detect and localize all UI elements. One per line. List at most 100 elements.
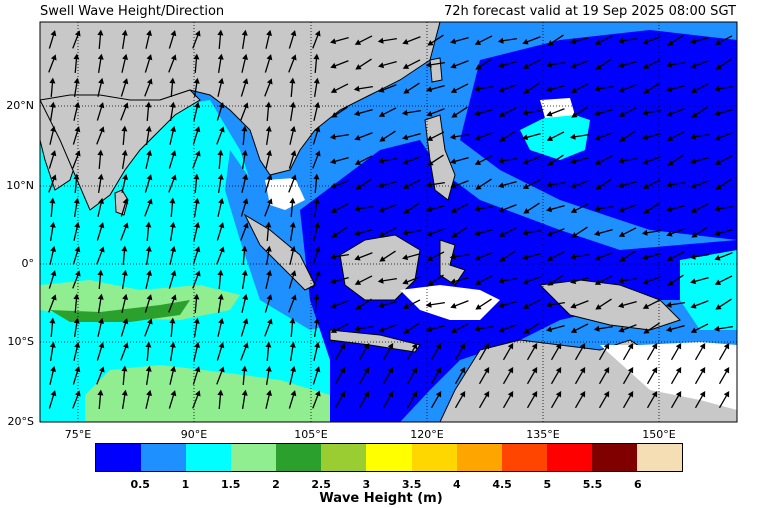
swell-arrow-head: [617, 182, 625, 189]
colorbar-tick-label: 0.5: [130, 478, 150, 491]
swell-arrow-head: [193, 317, 200, 324]
swell-arrow-head: [690, 302, 697, 309]
swell-arrow-head: [242, 293, 249, 300]
swell-arrow-head: [50, 174, 57, 181]
swell-arrow-head: [194, 150, 201, 157]
swell-arrow-head: [569, 278, 577, 285]
swell-arrow-head: [354, 279, 362, 285]
swell-arrow-head: [194, 270, 201, 277]
swell-arrow-head: [473, 325, 480, 332]
swell-arrow-head: [97, 293, 104, 300]
swell-arrow-head: [242, 198, 249, 205]
swell-arrow-head: [426, 110, 433, 117]
swell-arrow-head: [690, 207, 698, 213]
swell-arrow-head: [330, 302, 337, 309]
swell-arrow-head: [689, 38, 697, 45]
swell-arrow-head: [498, 86, 505, 93]
swell-arrow-head: [378, 206, 385, 213]
swell-arrow-head: [450, 327, 458, 333]
swell-arrow-head: [546, 230, 553, 237]
swell-arrow-head: [266, 29, 273, 36]
swell-arrow-head: [355, 64, 362, 70]
swell-arrow-head: [401, 109, 408, 116]
swell-arrow-head: [314, 150, 321, 157]
swell-arrow-head: [193, 173, 200, 180]
swell-arrow-head: [354, 254, 361, 261]
swell-arrow-head: [665, 86, 673, 93]
swell-arrow-head: [377, 302, 385, 309]
swell-arrow-head: [618, 231, 626, 237]
swell-arrow-head: [594, 279, 602, 285]
swell-arrow-head: [642, 38, 649, 45]
map-title: Swell Wave Height/Direction: [40, 4, 225, 19]
swell-arrow-head: [218, 342, 225, 349]
swell-arrow-head: [73, 173, 80, 180]
swell-arrow-head: [627, 367, 634, 374]
swell-arrow-head: [475, 304, 482, 310]
swell-arrow-head: [402, 158, 409, 165]
lon-label-135e: 135°E: [526, 428, 560, 441]
swell-arrow-head: [498, 326, 505, 333]
swell-arrow-head: [402, 278, 409, 285]
swell-arrow-head: [555, 343, 562, 350]
swell-arrow-head: [594, 159, 602, 165]
swell-arrow-head: [667, 280, 674, 286]
swell-arrow-head: [313, 53, 320, 60]
swell-arrow-head: [713, 205, 720, 212]
swell-arrow-head: [218, 197, 225, 204]
swell-arrow-head: [497, 302, 505, 309]
swell-arrow-head: [329, 278, 337, 285]
swell-arrow-head: [547, 40, 554, 46]
swell-arrow-head: [427, 40, 434, 46]
swell-arrow-head: [50, 54, 57, 61]
swell-arrow-head: [555, 391, 562, 398]
swell-arrow-head: [546, 110, 553, 117]
java: [329, 329, 421, 353]
swell-arrow-head: [449, 253, 456, 260]
swell-arrow-head: [474, 134, 481, 141]
swell-arrow-head: [450, 87, 458, 93]
swell-arrow-head: [242, 342, 249, 349]
colorbar: [95, 443, 683, 472]
swell-arrow-head: [690, 327, 698, 333]
swell-arrow-head: [714, 134, 721, 141]
swell-arrow-head: [618, 326, 625, 333]
swell-arrow-head: [314, 366, 321, 373]
swell-arrow-head: [651, 343, 658, 350]
swell-arrow-head: [593, 205, 600, 212]
taiwan: [429, 57, 443, 83]
swell-arrow-head: [217, 149, 224, 156]
lon-label-150e: 150°E: [642, 428, 676, 441]
swell-arrow-head: [73, 197, 80, 204]
swell-arrow-head: [523, 328, 530, 334]
swell-arrow-head: [97, 269, 104, 276]
swell-arrow-head: [594, 254, 601, 261]
swell-arrow-head: [194, 126, 201, 133]
swell-arrow-head: [547, 280, 554, 286]
colorbar-segment: [546, 444, 592, 471]
lat-label-0: 0°: [21, 257, 35, 270]
swell-arrow-head: [193, 53, 200, 60]
swell-arrow-head: [121, 365, 128, 372]
swell-arrow-head: [145, 245, 152, 252]
swell-arrow-head: [545, 181, 552, 188]
swell-arrow-head: [713, 110, 721, 117]
swell-arrow-head: [402, 38, 409, 45]
swell-arrow-head: [74, 341, 81, 348]
swell-arrow-head: [449, 133, 456, 140]
swell-arrow-head: [459, 391, 466, 398]
swell-arrow-head: [314, 270, 321, 277]
swell-arrow-head: [353, 230, 361, 237]
swell-arrow-head: [122, 78, 129, 85]
colorbar-title: Wave Height (m): [319, 491, 443, 506]
swell-arrow-head: [593, 110, 601, 117]
swell-arrow-head: [603, 367, 610, 374]
swell-arrow-head: [330, 327, 338, 333]
swell-arrow-head: [50, 390, 57, 397]
swell-arrow-head: [507, 391, 514, 398]
swell-arrow-head: [715, 64, 722, 70]
swell-arrow-head: [387, 391, 394, 398]
swell-arrow-head: [50, 125, 57, 132]
swell-arrow-head: [170, 270, 177, 277]
swell-arrow-head: [521, 254, 529, 261]
